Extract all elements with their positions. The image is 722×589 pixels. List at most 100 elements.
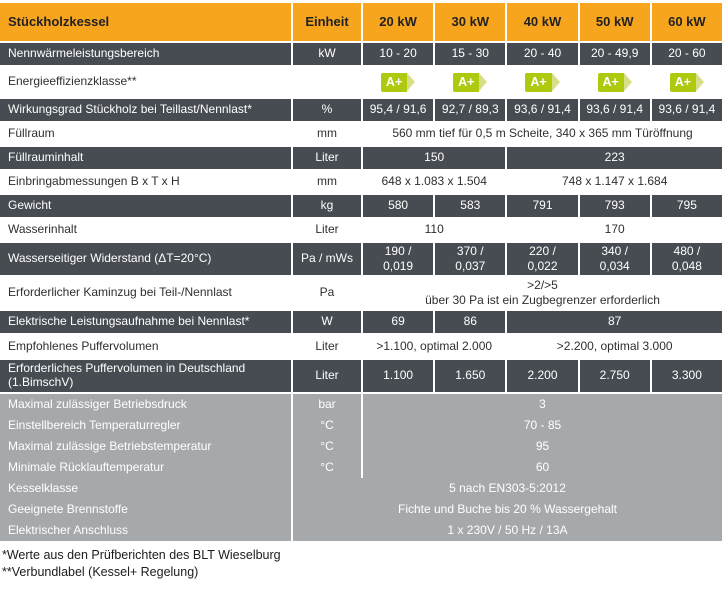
value-cell: 5 nach EN303-5:2012 xyxy=(293,478,722,499)
value-cell: 370 / 0,037 xyxy=(435,243,506,275)
value-cell: 170 xyxy=(604,222,625,237)
value-cell: 92,7 / 89,3 xyxy=(435,99,506,121)
energy-label-text: A+ xyxy=(669,72,697,92)
energy-label-text: A+ xyxy=(525,72,552,92)
unit-cell: Liter xyxy=(293,360,361,392)
value-cell: 340 / 0,034 xyxy=(579,243,650,275)
row-label: Maximal zulässiger Betriebsdruck xyxy=(0,394,291,415)
energy-label-a-plus: A+ xyxy=(453,72,488,92)
value-cell: 93,6 / 91,4 xyxy=(651,99,722,121)
unit-cell xyxy=(293,67,361,97)
column-header-30kw: 30 kW xyxy=(435,3,506,41)
value-cell: 793 xyxy=(579,195,650,217)
value-cell: 95 xyxy=(363,436,722,457)
unit-cell: kg xyxy=(293,195,361,217)
value-cell: 110 xyxy=(424,222,444,237)
row-label: Elektrische Leistungsaufnahme bei Nennla… xyxy=(0,311,291,333)
unit-cell: Liter xyxy=(315,222,339,237)
row-empfohlenes-puffervolumen: Empfohlenes Puffervolumen Liter >1.100, … xyxy=(0,335,722,358)
footnote-verbundlabel: **Verbundlabel (Kessel+ Regelung) xyxy=(2,565,199,579)
value-cell: 220 / 0,022 xyxy=(507,243,578,275)
row-wirkungsgrad: Wirkungsgrad Stückholz bei Teillast/Nenn… xyxy=(0,99,722,121)
energy-label-arrow-icon xyxy=(551,72,560,91)
value-cell: 223 xyxy=(507,147,722,169)
row-kaminzug: Erforderlicher Kaminzug bei Teil-/Nennla… xyxy=(0,277,722,309)
row-label: Erforderliches Puffervolumen in Deutschl… xyxy=(0,360,291,392)
unit-cell: Pa / mWs xyxy=(293,243,361,275)
value-cell: 86 xyxy=(435,311,506,333)
row-label: Füllrauminhalt xyxy=(0,147,291,169)
value-cell: 560 mm tief für 0,5 m Scheite, 340 x 365… xyxy=(392,126,693,141)
value-cell: 150 xyxy=(363,147,506,169)
energy-label-arrow-icon xyxy=(623,72,632,91)
row-fuellrauminhalt: Füllrauminhalt Liter 150 223 xyxy=(0,147,722,169)
page-title: Stückholzkessel xyxy=(0,3,291,41)
value-cell: 69 xyxy=(363,311,434,333)
energy-label-a-plus: A+ xyxy=(380,72,416,92)
unit-cell: Liter xyxy=(315,338,339,353)
row-erforderliches-puffervolumen: Erforderliches Puffervolumen in Deutschl… xyxy=(0,360,722,392)
row-einbringabmessungen: Einbringabmessungen B x T x H mm 648 x 1… xyxy=(0,171,722,193)
energy-label-arrow-icon xyxy=(407,72,416,91)
row-energieeffizienzklasse: Energieeffizienzklasse** A+ A+ A+ A+ A+ xyxy=(0,67,722,97)
row-label: Kesselklasse xyxy=(0,478,291,499)
energy-label-text: A+ xyxy=(453,72,480,92)
value-cell: 87 xyxy=(507,311,722,333)
unit-cell: kW xyxy=(293,43,361,65)
unit-cell: °C xyxy=(293,436,361,457)
unit-cell: % xyxy=(293,99,361,121)
value-cell: 20 - 60 xyxy=(651,43,722,65)
unit-cell: bar xyxy=(293,394,361,415)
column-header-unit: Einheit xyxy=(293,3,361,41)
value-cell: 791 xyxy=(507,195,578,217)
table-header-row: Stückholzkessel Einheit 20 kW 30 kW 40 k… xyxy=(0,3,722,41)
unit-cell: mm xyxy=(317,174,337,189)
row-label: Erforderlicher Kaminzug bei Teil-/Nennla… xyxy=(8,285,232,300)
row-label: Elektrischer Anschluss xyxy=(0,520,291,541)
row-label: Gewicht xyxy=(0,195,291,217)
value-cell: 2.200 xyxy=(507,360,578,392)
row-label: Wirkungsgrad Stückholz bei Teillast/Nenn… xyxy=(0,99,291,121)
unit-cell: Liter xyxy=(293,147,361,169)
row-label: Geeignete Brennstoffe xyxy=(0,499,291,520)
row-label: Empfohlenes Puffervolumen xyxy=(8,338,159,353)
value-cell: 15 - 30 xyxy=(435,43,506,65)
value-cell: 60 xyxy=(363,457,722,478)
value-cell: 93,6 / 91,4 xyxy=(579,99,650,121)
value-cell: 1.650 xyxy=(435,360,506,392)
value-cell: 95,4 / 91,6 xyxy=(363,99,434,121)
value-cell: >1.100, optimal 2.000 xyxy=(376,338,493,353)
row-temperaturregler: Einstellbereich Temperaturregler °C 70 -… xyxy=(0,415,722,436)
row-label: Einstellbereich Temperaturregler xyxy=(0,415,291,436)
value-cell: 70 - 85 xyxy=(363,415,722,436)
row-gewicht: Gewicht kg 580 583 791 793 795 xyxy=(0,195,722,217)
value-cell: 20 - 49,9 xyxy=(579,43,650,65)
value-cell: 480 / 0,048 xyxy=(651,243,722,275)
row-wasserseitiger-widerstand: Wasserseitiger Widerstand (ΔT=20°C) Pa /… xyxy=(0,243,722,275)
value-cell: A+ xyxy=(435,67,505,97)
value-cell: 10 - 20 xyxy=(363,43,434,65)
value-cell: A+ xyxy=(652,67,722,97)
row-betriebsdruck: Maximal zulässiger Betriebsdruck bar 3 xyxy=(0,394,722,415)
value-cell: 748 x 1.147 x 1.684 xyxy=(561,174,668,189)
value-cell: 3 xyxy=(363,394,722,415)
row-label: Minimale Rücklauftemperatur xyxy=(0,457,291,478)
unit-cell: °C xyxy=(293,415,361,436)
row-label: Einbringabmessungen B x T x H xyxy=(8,174,180,189)
energy-label-arrow-icon xyxy=(696,72,705,91)
value-cell: 93,6 / 91,4 xyxy=(507,99,578,121)
row-label: Nennwärmeleistungsbereich xyxy=(0,43,291,65)
value-cell: A+ xyxy=(363,67,433,97)
row-elektrische-leistungsaufnahme: Elektrische Leistungsaufnahme bei Nennla… xyxy=(0,311,722,333)
row-wasserinhalt: Wasserinhalt Liter 110 170 xyxy=(0,219,722,241)
value-cell: 583 xyxy=(435,195,506,217)
row-label: Wasserinhalt xyxy=(8,222,77,237)
energy-label-a-plus: A+ xyxy=(525,72,560,92)
row-label: Maximal zulässige Betriebstemperatur xyxy=(0,436,291,457)
value-cell: 580 xyxy=(363,195,434,217)
row-label: Füllraum xyxy=(8,126,55,141)
unit-cell: °C xyxy=(293,457,361,478)
row-label: Wasserseitiger Widerstand (ΔT=20°C) xyxy=(0,243,291,275)
column-header-50kw: 50 kW xyxy=(579,3,650,41)
row-betriebstemperatur: Maximal zulässige Betriebstemperatur °C … xyxy=(0,436,722,457)
